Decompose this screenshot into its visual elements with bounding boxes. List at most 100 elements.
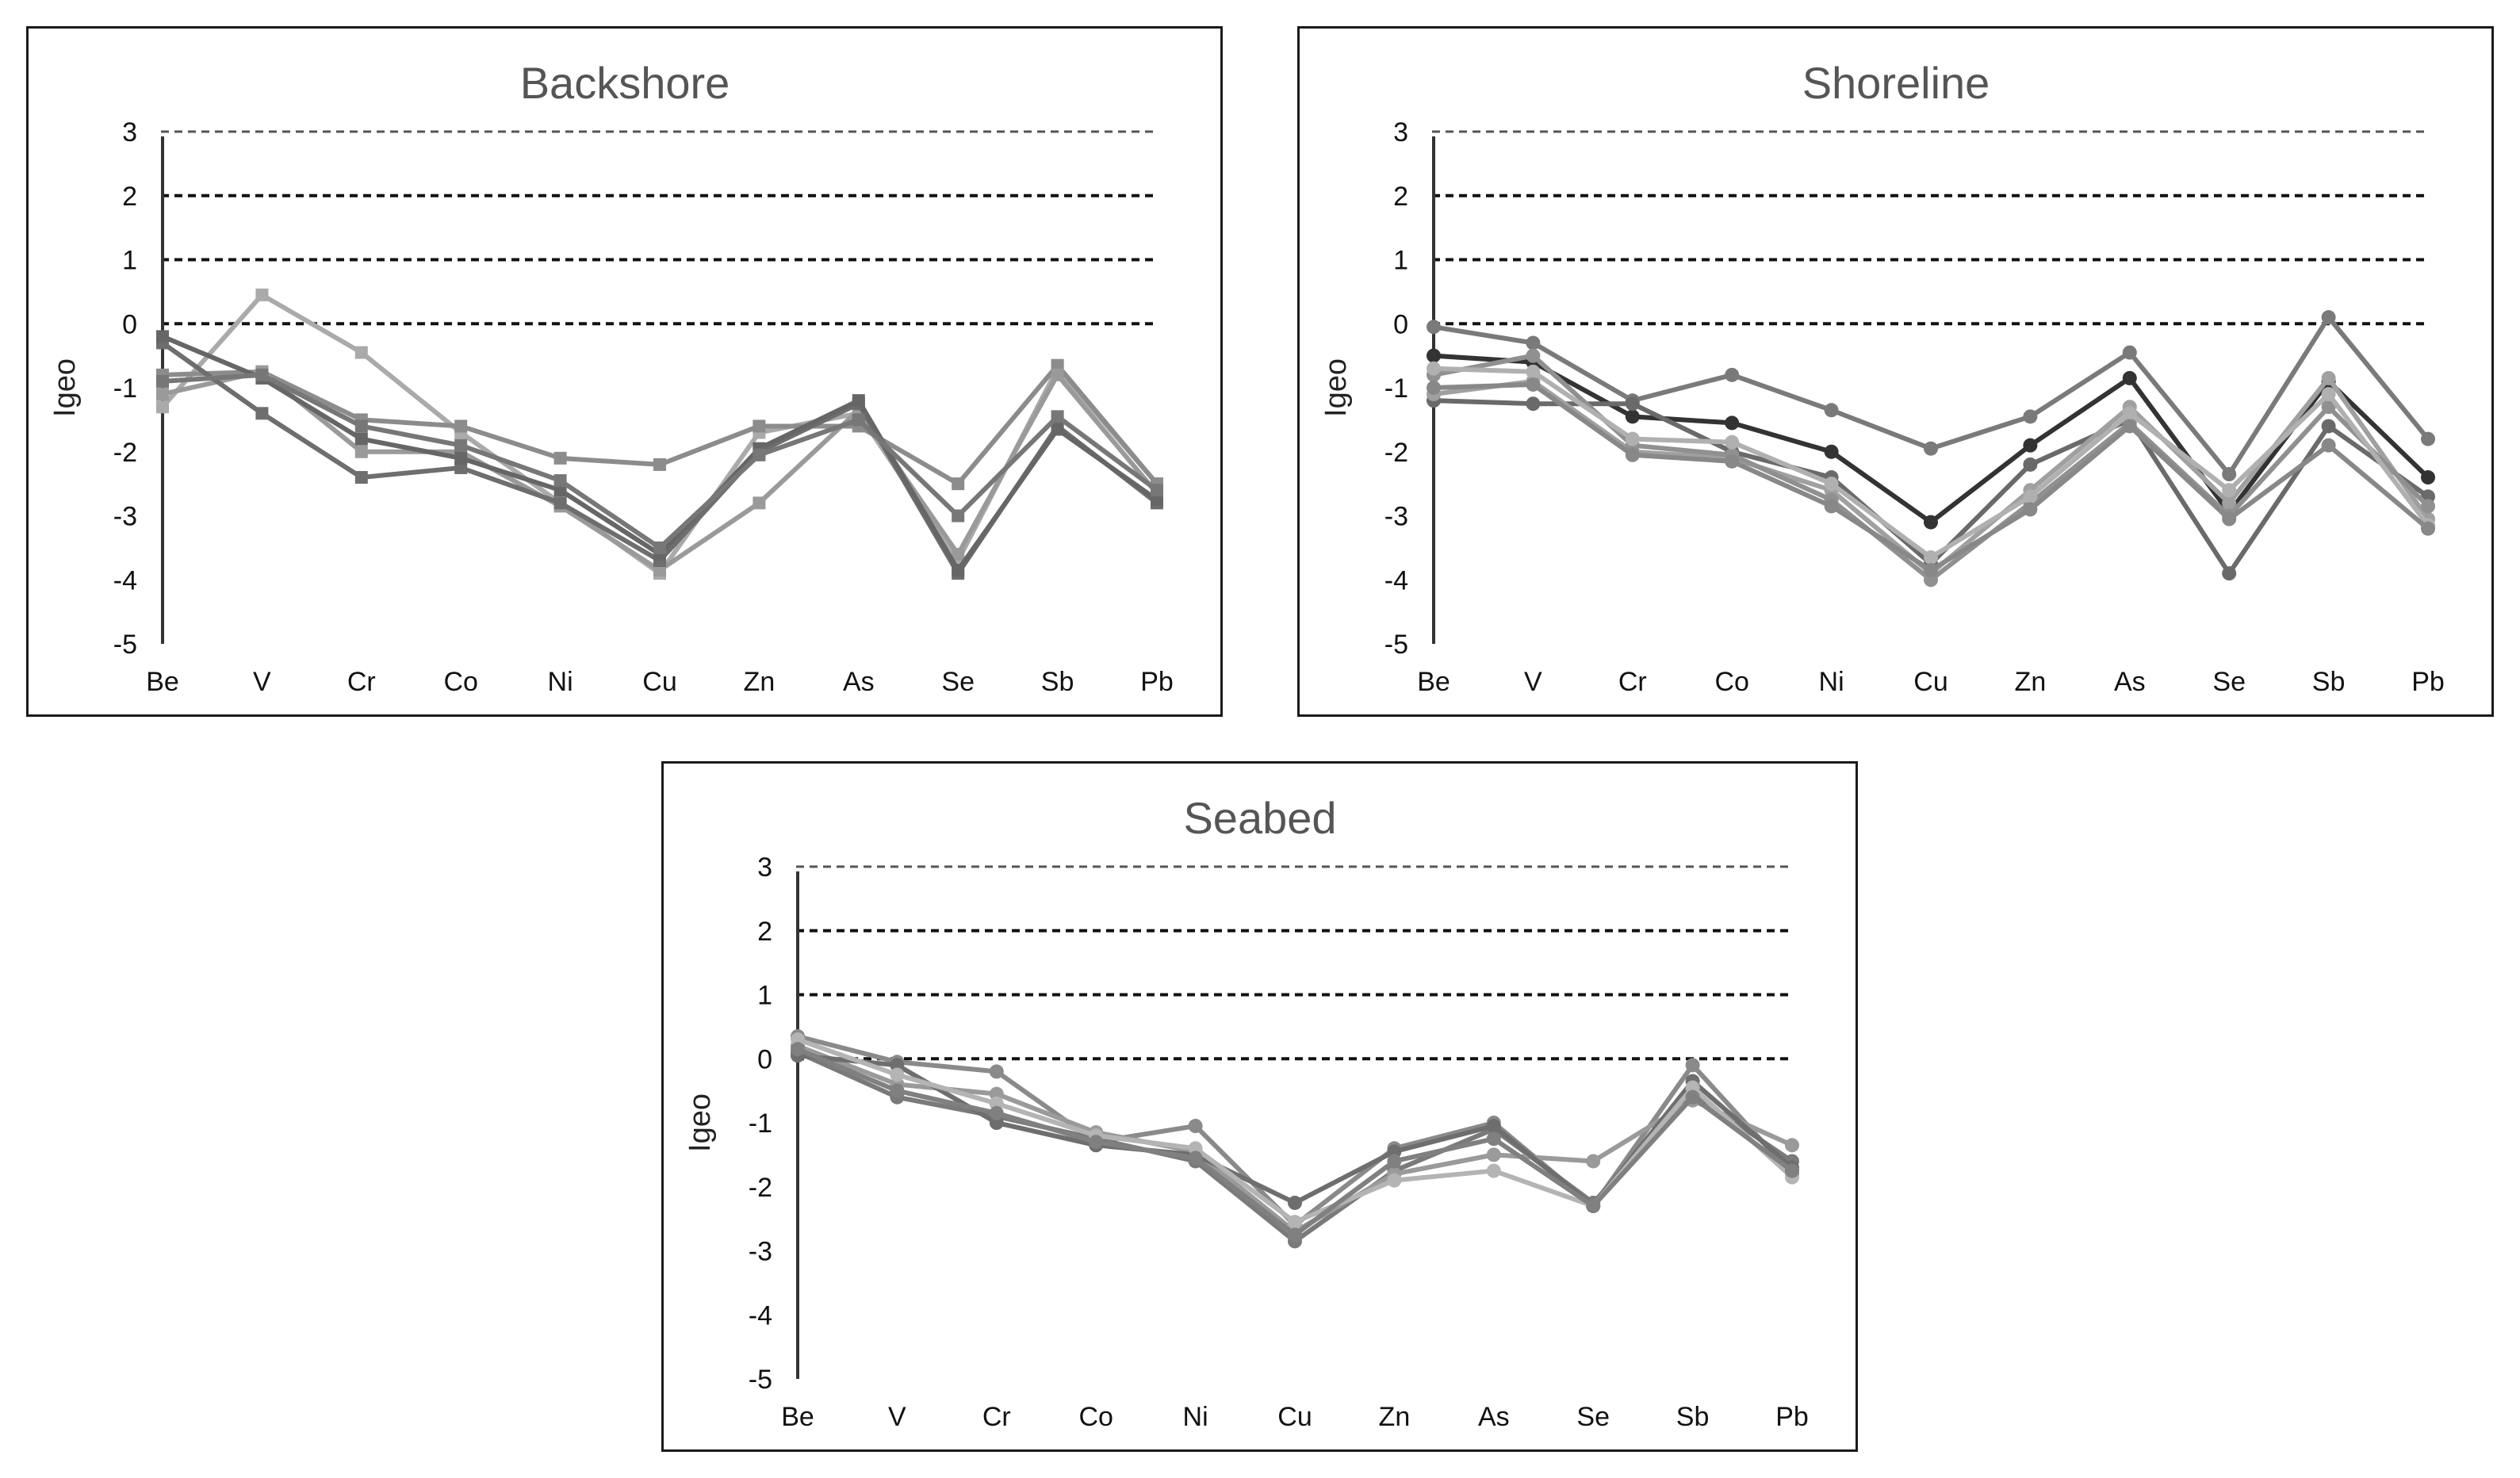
data-point	[1427, 348, 1441, 363]
data-point	[553, 474, 567, 488]
x-tick-label: Ni	[548, 667, 573, 697]
data-point	[1586, 1198, 1601, 1213]
data-point	[1486, 1131, 1501, 1147]
data-point	[1051, 410, 1064, 423]
data-point	[2122, 345, 2137, 360]
y-tick-label: 3	[1393, 117, 1408, 147]
x-tick-label: As	[2114, 667, 2146, 697]
data-point	[2023, 502, 2038, 517]
data-point	[1526, 348, 1541, 363]
data-point	[2222, 566, 2237, 581]
x-tick-label: Cu	[1277, 1402, 1312, 1432]
data-point	[989, 1064, 1004, 1079]
data-point	[1625, 396, 1640, 412]
x-tick-label: As	[1478, 1402, 1510, 1432]
data-point	[1526, 364, 1541, 379]
x-tick-label: Cr	[1618, 667, 1647, 697]
data-point	[952, 564, 965, 577]
data-point	[753, 496, 766, 510]
data-point	[1824, 499, 1839, 514]
chart-panel-backshore: Backshore Igeo 3 2 1 0 -1 -2 -3 -4 -5 Be V Cr Co Ni Cu Zn…	[26, 26, 1223, 717]
chart-backshore: Backshore Igeo 3 2 1 0 -1 -2 -3 -4 -5 Be V Cr Co Ni Cu Zn…	[48, 58, 1174, 697]
data-point	[1486, 1119, 1501, 1134]
y-tick-label: 0	[1393, 309, 1408, 339]
data-point	[952, 509, 965, 523]
data-point	[553, 484, 567, 497]
data-point	[2321, 370, 2336, 385]
x-tick-label: Cr	[347, 667, 376, 697]
data-point	[890, 1083, 905, 1098]
data-point	[2321, 419, 2336, 434]
chart-seabed: Seabed Igeo 3 2 1 0 -1 -2 -3 -4 -5 Be V Cr Co Ni Cu Zn As S…	[684, 793, 1809, 1432]
data-point	[1924, 563, 1938, 578]
x-tick-label: Be	[1417, 667, 1450, 697]
data-point	[454, 461, 468, 474]
data-point	[852, 394, 865, 408]
x-tick-label: V	[888, 1402, 906, 1432]
data-point	[1725, 367, 1740, 382]
chart-panel-seabed: Seabed Igeo 3 2 1 0 -1 -2 -3 -4 -5 Be V Cr Co Ni Cu Zn As S…	[661, 761, 1858, 1452]
data-point	[1725, 454, 1740, 469]
chart-title: Shoreline	[1802, 58, 1990, 108]
series-line	[1433, 398, 2430, 576]
data-point	[1427, 381, 1441, 395]
data-point	[1486, 1163, 1501, 1178]
data-point	[1785, 1138, 1799, 1153]
data-point	[156, 374, 169, 388]
data-point	[454, 438, 468, 452]
data-point	[2023, 457, 2038, 472]
y-tick-label: -4	[113, 565, 137, 595]
data-point	[553, 496, 567, 510]
data-point	[2122, 406, 2137, 421]
data-point	[354, 445, 368, 458]
data-point	[1924, 549, 1938, 565]
data-point	[1526, 396, 1541, 412]
y-tick-label: -3	[749, 1237, 772, 1267]
y-tick-label: -1	[113, 373, 137, 404]
data-point	[1685, 1058, 1700, 1073]
y-tick-label: -3	[1384, 502, 1408, 532]
x-tick-label: Be	[781, 1402, 814, 1432]
data-point	[354, 471, 368, 484]
data-point	[255, 407, 269, 420]
series-line	[1433, 381, 2430, 573]
y-tick-label: -1	[749, 1108, 772, 1139]
data-point	[2321, 438, 2336, 453]
data-point	[1725, 435, 1740, 450]
data-point	[1427, 361, 1441, 376]
y-tick-label: 2	[122, 182, 137, 212]
data-point	[2321, 387, 2336, 402]
chart-shoreline: Shoreline Igeo 3 2 1 0 -1 -2 -3 -4 -5 Be V Cr Co Ni Cu Zn…	[1319, 58, 2445, 697]
data-point	[2421, 470, 2435, 485]
x-tick-label: As	[843, 667, 875, 697]
data-point	[1824, 403, 1839, 418]
data-point	[156, 388, 169, 401]
x-tick-label: Se	[941, 667, 975, 697]
y-tick-label: -5	[1384, 630, 1408, 660]
series-line	[161, 341, 1159, 576]
y-tick-label: -4	[1384, 565, 1408, 595]
data-point	[2321, 310, 2336, 325]
x-tick-label: Cu	[642, 667, 676, 697]
data-point	[2222, 496, 2237, 511]
data-point	[1824, 444, 1839, 459]
data-point	[354, 432, 368, 446]
data-point	[653, 541, 666, 554]
data-point	[2222, 511, 2237, 526]
data-point	[2122, 370, 2137, 385]
data-point	[952, 547, 965, 561]
data-point	[753, 419, 766, 433]
y-tick-label: 0	[757, 1044, 772, 1074]
data-point	[2122, 419, 2137, 434]
data-point	[1824, 477, 1839, 492]
x-tick-label: V	[253, 667, 271, 697]
x-tick-label: Cu	[1913, 667, 1947, 697]
data-point	[2023, 409, 2038, 424]
y-tick-label: -1	[1384, 373, 1408, 404]
data-point	[1288, 1195, 1302, 1210]
x-tick-label: Ni	[1819, 667, 1844, 697]
data-point	[1924, 515, 1938, 530]
y-tick-label: 1	[122, 246, 137, 276]
data-point	[653, 458, 666, 471]
y-tick-label: -4	[749, 1300, 772, 1331]
